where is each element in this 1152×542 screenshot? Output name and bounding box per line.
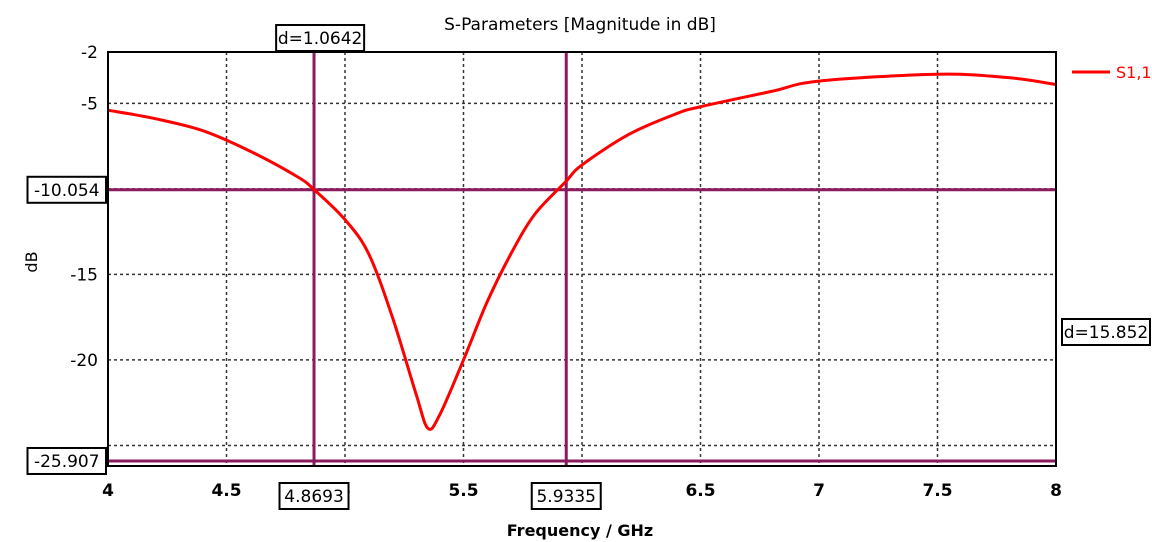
y-tick-labels: -2 -5 -15 -20 <box>70 43 98 371</box>
x-marker-label-2-box <box>530 482 602 510</box>
y-marker-label-2-text: -25.907 <box>34 452 100 472</box>
chart-title: S-Parameters [Magnitude in dB] <box>444 15 716 35</box>
x-marker-label-2: 5.9335 <box>530 482 602 510</box>
y-marker-label-1: -10.054 <box>26 175 107 204</box>
y-delta-label-text: d=15.852 <box>1064 323 1149 343</box>
x-tick-label: 7.5 <box>922 481 952 501</box>
vertical-markers <box>312 52 568 466</box>
x-axis-label: Frequency / GHz <box>507 521 653 540</box>
x-marker-label-1-box <box>278 482 350 510</box>
series-group <box>107 72 1057 431</box>
x-tick-label: 6.5 <box>685 481 715 501</box>
marker-labels: 4.8693 5.9335 -10.054 -25.907 d=1.0642 d=15.8… <box>26 24 1151 510</box>
x-marker-label-2-text: 5.9335 <box>536 487 595 507</box>
x-tick-label: 5.5 <box>448 481 478 501</box>
series-line-s11 <box>107 72 1057 431</box>
x-delta-label-box <box>275 24 366 52</box>
y-marker-label-1-box <box>26 175 107 204</box>
x-delta-label: d=1.0642 <box>275 24 366 52</box>
y-tick-label: -2 <box>81 43 98 63</box>
x-marker-label-1-text: 4.8693 <box>284 487 343 507</box>
y-marker-label-1-text: -10.054 <box>34 181 100 201</box>
legend: S1,1 <box>1072 63 1152 82</box>
x-tick-label: 7 <box>813 481 825 501</box>
y-delta-label-box <box>1061 318 1151 346</box>
x-marker-label-1: 4.8693 <box>278 482 350 510</box>
y-tick-label: -15 <box>70 265 98 285</box>
y-marker-label-2-box <box>26 446 107 475</box>
x-delta-label-text: d=1.0642 <box>278 29 363 49</box>
plot-frame <box>107 51 1057 467</box>
legend-label-s11: S1,1 <box>1116 63 1152 82</box>
y-tick-label: -20 <box>70 351 98 371</box>
y-axis-label: dB <box>22 251 41 272</box>
x-tick-label: 4 <box>102 481 114 501</box>
y-delta-label: d=15.852 <box>1061 318 1151 346</box>
horizontal-markers <box>108 188 1056 463</box>
y-tick-label: -5 <box>81 94 98 114</box>
y-marker-label-2: -25.907 <box>26 446 107 475</box>
x-tick-label: 4.5 <box>211 481 241 501</box>
x-tick-label: 8 <box>1050 481 1062 501</box>
